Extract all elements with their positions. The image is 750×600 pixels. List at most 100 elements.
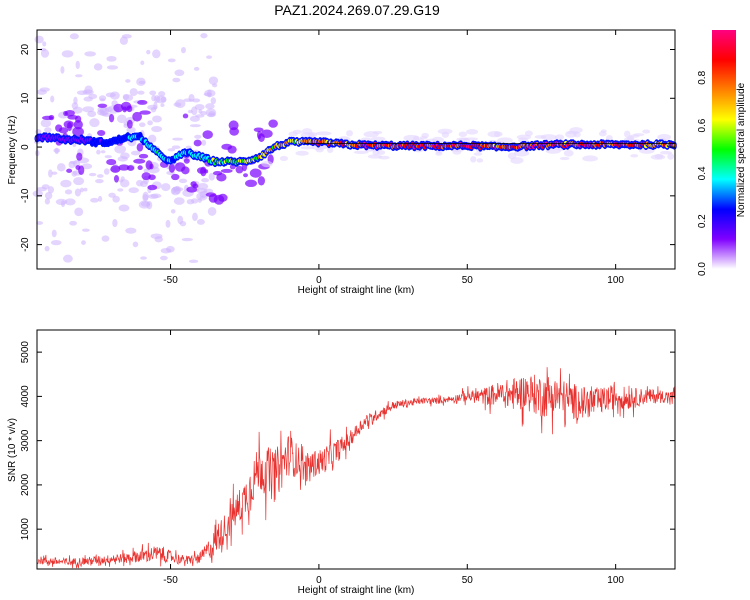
spectrogram-cell — [151, 125, 163, 133]
spectrogram-cell — [74, 188, 82, 197]
spectrogram-cell — [125, 79, 131, 83]
spectrogram-cell — [138, 153, 149, 159]
spectrogram-heatmap — [32, 33, 677, 263]
spectrogram-cell — [268, 119, 278, 128]
spectrogram-cell — [75, 60, 80, 70]
spectrogram-cell — [378, 155, 390, 160]
spectrogram-cell — [227, 145, 237, 154]
colorbar-tick-label: 0.8 — [697, 70, 708, 84]
spectrogram-cell — [69, 160, 78, 164]
spectrogram-cell — [220, 168, 233, 173]
y-tick-label: 20 — [20, 44, 31, 56]
spectrogram-cell — [295, 150, 309, 156]
spectrogram-cell — [261, 160, 273, 168]
spectrogram-cell — [363, 131, 379, 138]
spectrogram-cell — [207, 113, 216, 117]
spectrogram-cell — [69, 220, 77, 226]
spectrogram-cell — [173, 197, 185, 205]
spectrogram-cell — [112, 195, 120, 203]
spectrogram-cell — [73, 177, 85, 186]
spectrogram-cell — [119, 36, 128, 45]
x-tick-label: 50 — [462, 575, 474, 586]
spectrogram-cell — [34, 35, 44, 44]
spectrogram-cell — [466, 129, 479, 135]
snr-x-ticks: -50 0 50 100 — [163, 330, 624, 586]
spectrogram-cell — [249, 168, 262, 178]
spectrogram-cell — [73, 96, 78, 105]
spectrogram-cell — [630, 154, 639, 158]
spectrogram-cell — [315, 148, 324, 153]
y-tick-label: 4000 — [20, 385, 31, 408]
spectrogram-cell — [171, 145, 181, 150]
spectrogram-cell — [346, 130, 353, 137]
spectrogram-cell — [435, 151, 443, 156]
spectrogram-cell — [540, 134, 557, 141]
snr-y-label: SNR (10 * v/v) — [7, 418, 18, 482]
spectrogram-cell — [126, 105, 133, 113]
spectrogram-cell — [582, 155, 598, 162]
spectrogram-cell — [61, 50, 74, 58]
spectrogram-cell — [172, 137, 183, 141]
spectrogram-y-label: Frequency (Hz) — [7, 116, 18, 185]
y-tick-label: 3000 — [20, 429, 31, 452]
spectrogram-cell — [167, 58, 176, 63]
spectrogram-cell — [100, 150, 106, 154]
spectrogram-cell — [189, 124, 201, 128]
spectrogram-cell — [194, 104, 205, 111]
spectrogram-cell — [72, 106, 83, 114]
spectrogram-cell — [196, 167, 206, 174]
spectrogram-cell — [152, 115, 162, 123]
spectrogram-cell — [171, 187, 176, 195]
colorbar-tick-label: 0.6 — [697, 118, 708, 132]
spectrogram-cell — [186, 198, 195, 205]
spectrogram-cell — [186, 186, 198, 193]
spectrogram-cell — [82, 106, 95, 113]
spectrogram-cell — [245, 179, 258, 188]
spectrogram-cell — [106, 55, 117, 62]
spectrogram-cell — [178, 178, 188, 184]
colorbar-ticks: 0.0 0.2 0.4 0.6 0.8 — [697, 70, 708, 276]
spectrogram-cell — [117, 188, 124, 192]
spectrogram-cell — [97, 195, 103, 202]
spectrogram-cell — [196, 192, 208, 201]
spectrogram-cell — [257, 130, 262, 140]
spectrogram-cell — [193, 139, 202, 147]
spectrogram-cell — [36, 221, 43, 225]
spectrogram-cell — [117, 156, 128, 162]
spectrogram-cell — [623, 130, 631, 138]
spectrogram-cell — [201, 139, 207, 146]
spectrogram-frame — [36, 29, 676, 270]
spectrogram-cell — [119, 179, 124, 183]
spectrogram-cell — [201, 178, 210, 183]
spectrogram-cell — [212, 83, 218, 88]
spectrogram-cell — [193, 66, 200, 71]
spectrogram-cell — [598, 131, 607, 137]
spectrogram-cell — [140, 256, 147, 260]
spectrogram-cell — [123, 94, 134, 102]
spectrogram-cell — [198, 109, 203, 114]
snr-frame — [36, 329, 676, 570]
spectrogram-cell — [146, 201, 153, 210]
spectrogram-cell — [60, 66, 65, 74]
spectrogram-cell — [210, 97, 217, 105]
spectrogram-cell — [147, 184, 158, 191]
x-tick-label: 0 — [316, 275, 322, 286]
spectrogram-cell — [147, 134, 157, 143]
spectrogram-cell — [372, 149, 380, 156]
x-tick-label: -50 — [163, 575, 178, 586]
spectrogram-cell — [108, 113, 115, 123]
spectrogram-cell — [126, 119, 133, 129]
spectrogram-cell — [146, 49, 151, 55]
spectrogram-y-ticks: -20 -10 0 10 20 — [20, 44, 675, 252]
spectrogram-cell — [71, 170, 77, 177]
y-tick-label: 0 — [20, 144, 31, 150]
spectrogram-cell — [177, 215, 184, 225]
spectrogram-cell — [48, 169, 53, 178]
spectrogram-cell — [567, 131, 579, 135]
spectrogram-cell — [172, 77, 181, 83]
spectrogram-cell — [58, 127, 69, 134]
spectrogram-cell — [353, 150, 369, 155]
spectrogram-cell — [48, 114, 55, 121]
colorbar-gradient — [712, 30, 736, 269]
